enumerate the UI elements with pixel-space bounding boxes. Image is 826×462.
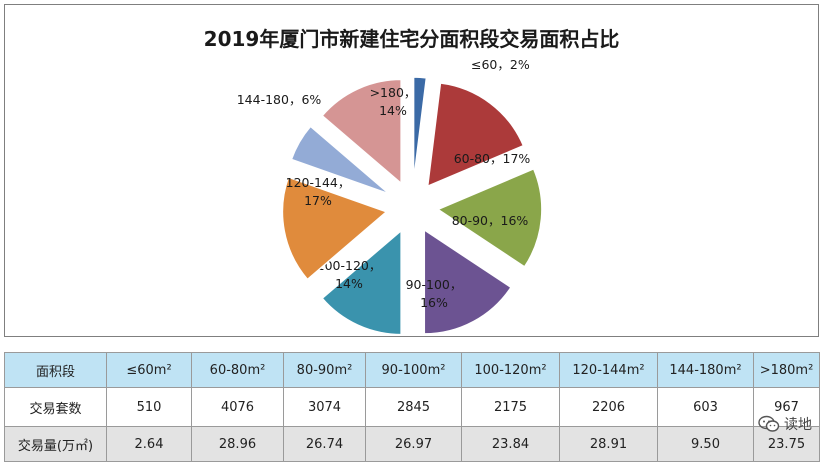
slice-label: 90-100， 16% [406,277,463,310]
pie-slice [321,228,402,336]
table-header-row: 面积段 ≤60m² 60-80m² 80-90m² 90-100m² 100-1… [4,352,820,388]
slice-label: 60-80，17% [454,151,531,166]
header-cell: ≤60m² [106,352,192,388]
slice-label: 120-144， 17% [286,175,351,208]
pie-chart: ≤60，2% 60-80，17% 80-90，16% 90-100， 16% 100-12… [237,57,543,336]
table-cell: 2.64 [106,426,192,462]
slice-label: 100-120， 14% [317,258,382,291]
table-cell: 26.74 [283,426,366,462]
header-cell: 面积段 [4,352,107,388]
table-cell: 2206 [559,387,658,427]
chart-area: 2019年厦门市新建住宅分面积段交易面积占比 ≤60，2% 60-80，17% 80… [4,4,819,337]
pie-slice [290,125,390,195]
table-cell: 2175 [461,387,560,427]
header-cell: 100-120m² [461,352,560,388]
slice-label: >180， 14% [370,85,417,118]
header-cell: 60-80m² [191,352,284,388]
table-cell: 28.96 [191,426,284,462]
table-cell: 23.84 [461,426,560,462]
table-row: 交易套数 510 4076 3074 2845 2175 2206 603 96… [4,387,820,427]
slice-label: 80-90，16% [452,213,529,228]
slice-label: ≤60，2% [471,57,530,72]
pie-slice [426,82,525,188]
table-row: 交易量(万㎡) 2.64 28.96 26.74 26.97 23.84 28.… [4,426,820,462]
pie-slice [423,228,513,335]
header-cell: 90-100m² [365,352,462,388]
data-table: 面积段 ≤60m² 60-80m² 80-90m² 90-100m² 100-1… [4,352,820,462]
pie-slice [281,176,388,281]
pie-slice [321,78,402,186]
table-cell: 23.75 [753,426,820,462]
header-cell: 80-90m² [283,352,366,388]
pie-slice [436,167,543,268]
header-cell: 120-144m² [559,352,658,388]
table-cell: 603 [657,387,754,427]
row-label: 交易套数 [4,387,107,427]
table-cell: 967 [753,387,820,427]
table-cell: 510 [106,387,192,427]
slice-label: 144-180，6% [237,92,322,107]
pie-slice [412,76,428,182]
row-label: 交易量(万㎡) [4,426,107,462]
table-cell: 4076 [191,387,284,427]
table-cell: 28.91 [559,426,658,462]
header-cell: >180m² [753,352,820,388]
chart-title: 2019年厦门市新建住宅分面积段交易面积占比 [203,27,620,51]
table-cell: 2845 [365,387,462,427]
table-cell: 3074 [283,387,366,427]
table-cell: 26.97 [365,426,462,462]
table-cell: 9.50 [657,426,754,462]
header-cell: 144-180m² [657,352,754,388]
